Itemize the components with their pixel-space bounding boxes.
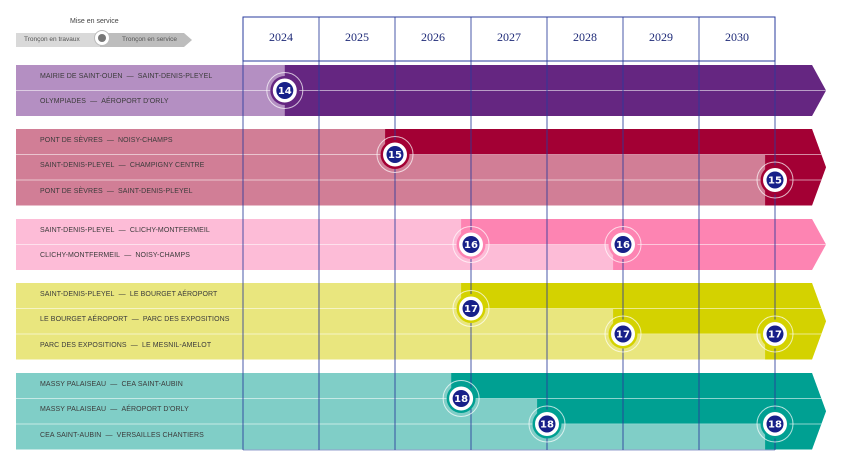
year-header <box>242 16 776 62</box>
badge-line-number: 16 <box>464 240 478 251</box>
section-label: PONT DE SÈVRES — NOISY-CHAMPS <box>40 136 173 144</box>
badge-outer-ring <box>756 405 794 443</box>
badge-outer-ring <box>452 226 490 263</box>
badge-outer-ring <box>266 72 304 109</box>
badge-line-icon <box>766 171 784 189</box>
badge-outer-ring <box>442 380 480 417</box>
section-label: OLYMPIADES — AÉROPORT D'ORLY <box>40 98 169 106</box>
section-label: MASSY PALAISEAU — CEA SAINT-AUBIN <box>40 380 183 388</box>
badge-line-icon <box>386 146 404 163</box>
badge-line-icon <box>614 325 632 343</box>
badge-outer-ring <box>452 290 490 327</box>
badge-line-icon <box>766 325 784 343</box>
badge-outer-ring <box>528 405 566 443</box>
legend-title: Mise en service <box>70 18 119 25</box>
in-service-segment <box>461 283 826 309</box>
line-18-opening-badge: 18 <box>442 380 480 417</box>
legend-arrow-icon <box>184 33 192 47</box>
badge-line-icon <box>766 415 784 433</box>
line-17-opening-badge: 17 <box>604 315 642 353</box>
badge-line-number: 16 <box>616 240 630 251</box>
in-service-segment <box>461 219 826 245</box>
badge-outer-ring <box>376 136 414 173</box>
line-18-opening-badge: 18 <box>528 405 566 443</box>
milestone-dot-icon <box>94 30 110 46</box>
badge-outer-ring <box>756 161 794 199</box>
legend-construction-label: Tronçon en travaux <box>16 33 100 47</box>
line-16-opening-badge: 16 <box>604 226 642 263</box>
badge-line-number: 14 <box>278 86 292 97</box>
line-band-17 <box>16 283 826 360</box>
section-label: SAINT-DENIS-PLEYEL — CLICHY-MONTFERMEIL <box>40 226 210 234</box>
in-service-segment <box>451 373 826 399</box>
in-service-segment <box>613 308 826 335</box>
badge-line-icon <box>614 236 632 253</box>
badge-outer-ring <box>604 315 642 353</box>
badge-outer-ring <box>604 226 642 263</box>
year-label-2029: 2029 <box>649 30 673 44</box>
badge-line-number: 17 <box>616 330 630 341</box>
in-service-segment <box>284 65 826 91</box>
year-label-2030: 2030 <box>725 30 749 44</box>
section-label: SAINT-DENIS-PLEYEL — CHAMPIGNY CENTRE <box>40 162 205 170</box>
section-label: SAINT-DENIS-PLEYEL — LE BOURGET AÉROPORT <box>40 290 218 298</box>
year-label-2024: 2024 <box>269 30 293 44</box>
year-label-2025: 2025 <box>345 30 369 44</box>
badge-line-number: 18 <box>540 420 554 431</box>
year-label-2028: 2028 <box>573 30 597 44</box>
year-label-2026: 2026 <box>421 30 445 44</box>
badge-line-number: 17 <box>464 304 478 315</box>
section-label: MASSY PALAISEAU — AÉROPORT D'ORLY <box>40 406 189 414</box>
line-band-16 <box>16 219 826 270</box>
badge-line-number: 17 <box>768 330 782 341</box>
line-14-opening-badge: 14 <box>266 72 304 109</box>
line-band-14 <box>16 65 826 116</box>
section-label: CEA SAINT-AUBIN — VERSAILLES CHANTIERS <box>40 431 204 439</box>
badge-line-icon <box>462 236 480 253</box>
line-band-15 <box>16 129 826 206</box>
line-15-opening-badge: 15 <box>376 136 414 173</box>
in-service-segment <box>613 244 826 270</box>
line-15-opening-badge: 15 <box>756 161 794 199</box>
badge-line-number: 18 <box>454 394 468 405</box>
badge-outer-ring <box>756 315 794 353</box>
section-label: PONT DE SÈVRES — SAINT-DENIS-PLEYEL <box>40 187 193 195</box>
line-16-opening-badge: 16 <box>452 226 490 263</box>
section-label: PARC DES EXPOSITIONS — LE MESNIL-AMELOT <box>40 341 212 349</box>
badge-line-icon <box>276 82 294 99</box>
badge-line-number: 18 <box>768 420 782 431</box>
in-service-segment <box>385 129 826 155</box>
legend-service-label: Tronçon en service <box>100 33 184 47</box>
line-18-opening-badge: 18 <box>756 405 794 443</box>
line-17-opening-badge: 17 <box>452 290 490 327</box>
section-label: CLICHY-MONTFERMEIL — NOISY-CHAMPS <box>40 252 191 260</box>
badge-line-number: 15 <box>768 176 782 187</box>
badge-line-icon <box>538 415 556 433</box>
badge-line-icon <box>462 300 480 317</box>
badge-line-icon <box>452 390 470 407</box>
badge-line-number: 15 <box>388 150 402 161</box>
section-label: LE BOURGET AÉROPORT — PARC DES EXPOSITIO… <box>40 316 230 324</box>
section-label: MAIRIE DE SAINT-OUEN — SAINT-DENIS-PLEYE… <box>40 72 213 80</box>
line-17-opening-badge: 17 <box>756 315 794 353</box>
year-label-2027: 2027 <box>497 30 521 44</box>
line-band-18 <box>16 373 826 450</box>
in-service-segment <box>284 90 826 116</box>
